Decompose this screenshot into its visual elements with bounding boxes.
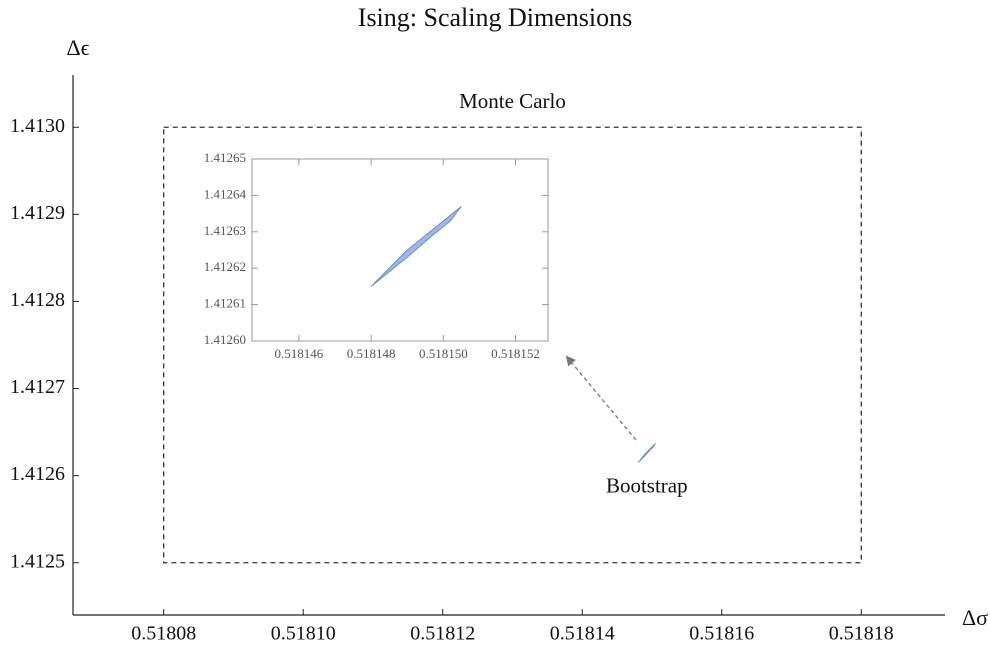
region-polygon: [637, 443, 656, 463]
x-tick-label: 0.51808: [131, 623, 196, 645]
annotation-arrow: [565, 355, 637, 441]
y-tick-label: 1.41260: [204, 332, 246, 347]
y-tick-label: 1.4126: [10, 463, 65, 485]
y-tick-label: 1.41265: [204, 150, 246, 165]
x-tick-label: 0.51814: [550, 623, 615, 645]
region-polygon: [370, 206, 462, 287]
x-tick-label: 0.51810: [271, 623, 336, 645]
x-tick-label: 0.51812: [410, 623, 475, 645]
x-tick-label: 0.518148: [347, 346, 396, 361]
y-tick-label: 1.4125: [10, 550, 65, 572]
y-tick-label: 1.4128: [10, 289, 65, 311]
x-tick-label: 0.51818: [829, 623, 894, 645]
chart-title: Ising: Scaling Dimensions: [358, 3, 632, 32]
y-tick-label: 1.41263: [204, 223, 246, 238]
y-axis-label: Δϵ: [66, 35, 89, 60]
inset-frame: [251, 158, 549, 342]
y-tick-label: 1.41262: [204, 259, 246, 274]
y-tick-label: 1.4127: [10, 376, 65, 398]
region-label: Bootstrap: [606, 473, 688, 497]
y-tick-label: 1.41261: [204, 296, 246, 311]
region-label: Monte Carlo: [459, 89, 566, 113]
x-tick-label: 0.51816: [689, 623, 754, 645]
x-tick-label: 0.518152: [491, 346, 540, 361]
y-tick-label: 1.4129: [10, 202, 65, 224]
y-tick-label: 1.41264: [204, 186, 247, 201]
x-tick-label: 0.518150: [419, 346, 468, 361]
x-tick-label: 0.518146: [275, 346, 324, 361]
y-tick-label: 1.4130: [10, 115, 65, 137]
x-axis-label: Δσ: [962, 605, 988, 630]
